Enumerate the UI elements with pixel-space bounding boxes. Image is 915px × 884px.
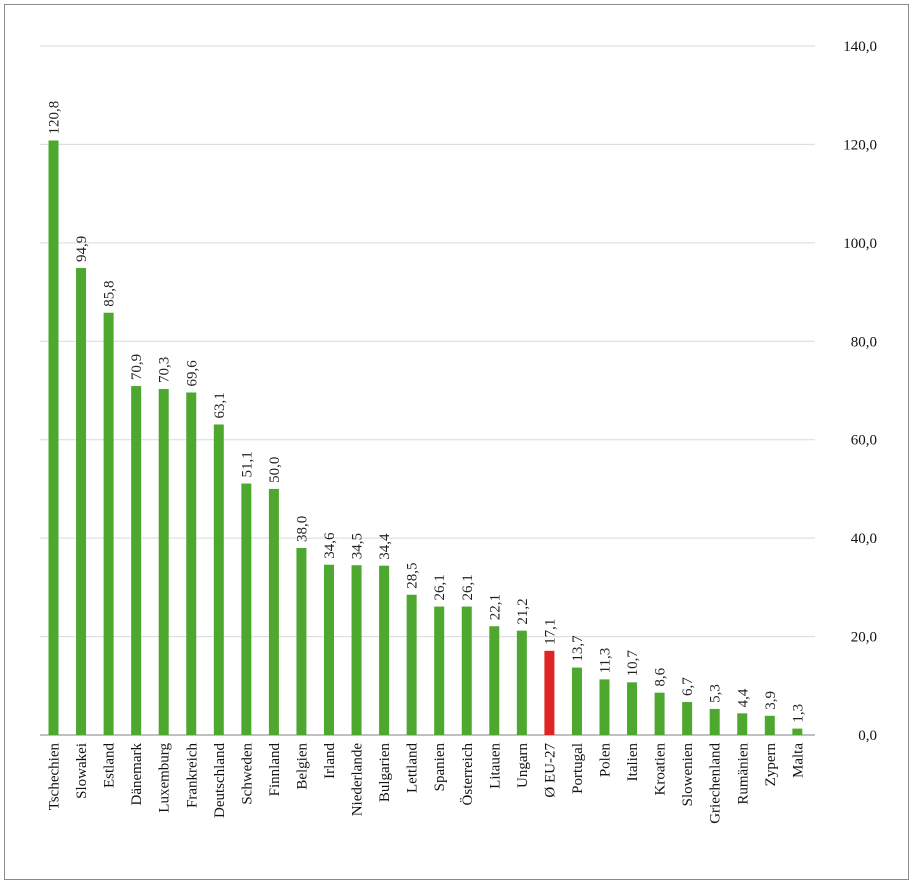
bar [131, 386, 142, 735]
category-label: Portugal [570, 743, 586, 794]
category-label: Ungarn [515, 743, 531, 788]
category-label: Österreich [459, 743, 476, 806]
category-label: Italien [625, 743, 641, 782]
value-label: 63,1 [212, 392, 228, 418]
bar [48, 140, 59, 735]
y-tick-label: 20,0 [851, 630, 877, 646]
y-tick-label: 80,0 [851, 334, 877, 350]
bar [434, 606, 445, 735]
value-label: 10,7 [625, 650, 641, 677]
bar [627, 682, 638, 735]
bar [544, 650, 555, 735]
y-tick-label: 60,0 [851, 433, 877, 449]
y-tick-label: 40,0 [851, 531, 877, 547]
value-label: 70,3 [157, 357, 173, 383]
value-label: 11,3 [598, 648, 614, 674]
bar [351, 565, 362, 735]
value-label: 51,1 [239, 451, 255, 477]
value-label: 26,1 [460, 574, 476, 600]
category-label: Luxemburg [157, 743, 173, 813]
bar [406, 594, 417, 735]
bar [158, 389, 169, 735]
bar [516, 630, 527, 735]
category-label: Rumänien [735, 743, 751, 805]
bar [76, 267, 87, 735]
bar [103, 312, 114, 735]
value-label: 70,9 [129, 354, 145, 380]
bar [709, 708, 720, 735]
bar [186, 392, 197, 735]
bar [324, 564, 334, 735]
category-label: Niederlande [350, 743, 366, 817]
y-tick-label: 0,0 [858, 728, 877, 744]
bar [764, 715, 775, 735]
category-label: Polen [598, 743, 614, 778]
bar [599, 679, 610, 735]
bar [682, 702, 693, 735]
category-label: Slowenien [680, 743, 696, 807]
value-label: 120,8 [47, 101, 63, 135]
value-label: 17,1 [542, 619, 558, 645]
y-tick-label: 120,0 [843, 137, 877, 153]
value-label: 34,6 [322, 532, 338, 559]
value-label: 38,0 [294, 516, 310, 542]
value-label: 5,3 [708, 684, 724, 703]
value-label: 50,0 [267, 457, 283, 483]
category-label: Frankreich [184, 743, 200, 808]
value-labels: 120,8 94,9 85,8 70,9 70,3 69,6 63,1 51,1 50,0 38,… [47, 101, 807, 723]
category-label: Dänemark [129, 743, 145, 806]
y-tick-label: 140,0 [843, 39, 877, 55]
value-label: 28,5 [405, 562, 421, 588]
value-label: 13,7 [570, 635, 586, 662]
category-labels: Tschechien Slowakei Estland Dänemark Luxembu… [47, 743, 807, 824]
value-label: 69,6 [184, 360, 200, 387]
bar [737, 713, 748, 735]
category-label: Litauen [487, 743, 503, 789]
y-tick-label: 100,0 [843, 236, 877, 252]
category-label: Deutschland [212, 743, 228, 818]
value-label: 26,1 [432, 574, 448, 600]
category-label: Spanien [432, 743, 448, 792]
category-label: Schweden [239, 743, 255, 805]
bar [461, 606, 472, 735]
value-label: 34,4 [377, 533, 393, 560]
bar [379, 565, 390, 735]
value-label: 1,3 [790, 704, 806, 723]
category-label: Kroatien [653, 743, 669, 796]
category-label: Ø EU-27 [542, 743, 558, 798]
value-label: 34,5 [350, 533, 366, 559]
gridlines [40, 45, 815, 736]
category-label: Tschechien [47, 743, 63, 811]
bar [792, 728, 803, 735]
bar [489, 626, 500, 735]
y-axis-ticks: 0,0 20,0 40,0 60,0 80,0 100,0 120,0 140,0 [843, 39, 877, 744]
value-label: 6,7 [680, 677, 696, 696]
value-label: 21,2 [515, 598, 531, 624]
category-label: Griechenland [708, 743, 724, 824]
bar [654, 692, 665, 735]
bar [213, 424, 224, 735]
value-label: 4,4 [735, 688, 751, 707]
category-label: Finnland [267, 743, 283, 797]
bars [48, 140, 803, 735]
bar [241, 483, 252, 735]
value-label: 3,9 [763, 691, 779, 710]
bar [268, 488, 279, 735]
category-label: Belgien [294, 743, 310, 790]
category-label: Estland [102, 743, 118, 788]
value-label: 8,6 [653, 667, 669, 686]
chart-frame [4, 4, 909, 880]
bar [571, 667, 582, 735]
value-label: 94,9 [74, 236, 90, 262]
value-label: 85,8 [102, 280, 118, 306]
category-label: Malta [790, 743, 806, 778]
bar [296, 547, 307, 735]
category-label: Zypern [763, 743, 779, 787]
category-label: Slowakei [74, 743, 90, 799]
category-label: Bulgarien [377, 743, 393, 803]
category-label: Lettland [405, 743, 421, 793]
category-label: Irland [322, 743, 338, 779]
value-label: 22,1 [487, 594, 503, 620]
